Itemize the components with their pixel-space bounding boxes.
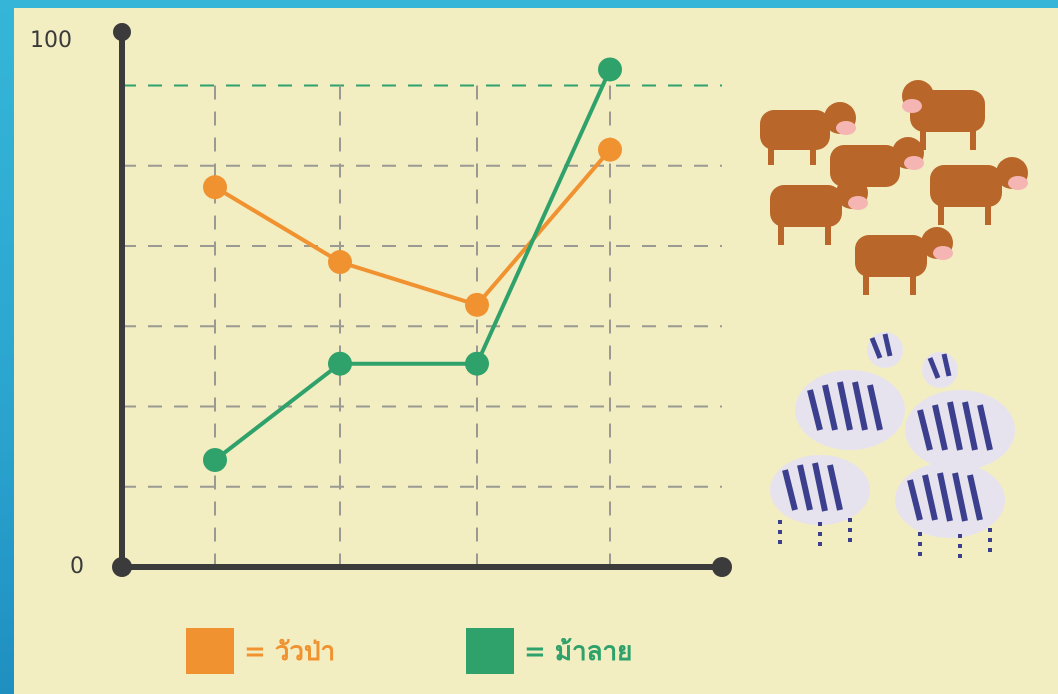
chart-grid [122, 84, 722, 567]
legend-item-zebra: = ม้าลาย [466, 628, 632, 674]
series-line-1 [213, 148, 612, 307]
data-point-s1-2 [328, 250, 352, 275]
chart-legend: = วัวป่า = ม้าลาย [0, 628, 1058, 678]
data-point-s2-4 [598, 57, 622, 82]
chart-axes [112, 23, 732, 577]
y-tick-label-min: 0 [70, 554, 84, 579]
data-point-s1-1 [203, 175, 227, 200]
legend-swatch-zebra [466, 628, 514, 674]
data-point-s1-3 [465, 292, 489, 317]
data-point-s2-2 [328, 351, 352, 376]
axis-origin-dot [112, 557, 132, 577]
data-point-s1-4 [598, 137, 622, 162]
x-axis-end-dot [712, 557, 732, 577]
legend-label-cow: = วัวป่า [244, 636, 336, 667]
chart-series [203, 57, 622, 472]
y-axis-end-dot [113, 23, 131, 41]
legend-label-zebra: = ม้าลาย [524, 636, 633, 667]
data-point-s2-1 [203, 448, 227, 472]
legend-swatch-cow [186, 628, 234, 674]
data-point-s2-3 [465, 351, 489, 376]
legend-item-cow: = วัวป่า [186, 628, 335, 674]
y-tick-label-max: 100 [30, 28, 72, 53]
series-line-2 [213, 68, 612, 462]
